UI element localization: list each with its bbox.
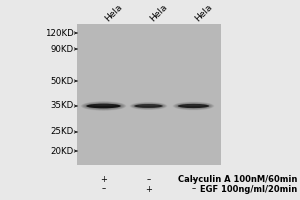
Ellipse shape — [83, 102, 124, 110]
Ellipse shape — [139, 105, 158, 106]
Bar — [76, 24, 220, 165]
Text: 90KD: 90KD — [50, 45, 74, 53]
Ellipse shape — [81, 101, 126, 111]
Ellipse shape — [182, 105, 205, 106]
Ellipse shape — [92, 104, 116, 105]
Ellipse shape — [82, 102, 125, 110]
Ellipse shape — [174, 102, 213, 110]
Text: Calyculin A 100nM/60min: Calyculin A 100nM/60min — [178, 176, 297, 184]
Ellipse shape — [85, 104, 122, 108]
Text: +: + — [145, 184, 152, 194]
Text: EGF 100ng/ml/20min: EGF 100ng/ml/20min — [200, 184, 297, 194]
Text: 25KD: 25KD — [50, 128, 74, 136]
Ellipse shape — [173, 102, 214, 110]
Text: Hela: Hela — [103, 2, 124, 23]
Text: +: + — [100, 176, 107, 184]
Ellipse shape — [175, 103, 212, 109]
Text: 35KD: 35KD — [50, 102, 74, 110]
Ellipse shape — [131, 103, 166, 109]
Text: Hela: Hela — [194, 2, 214, 23]
Ellipse shape — [133, 104, 164, 108]
Ellipse shape — [81, 102, 126, 110]
Ellipse shape — [86, 104, 121, 108]
Text: Hela: Hela — [148, 2, 170, 23]
Ellipse shape — [173, 102, 214, 110]
Ellipse shape — [130, 102, 167, 110]
Text: –: – — [101, 184, 106, 194]
Ellipse shape — [85, 103, 122, 109]
Text: –: – — [191, 184, 196, 194]
Ellipse shape — [133, 103, 164, 109]
Ellipse shape — [134, 104, 163, 108]
Text: 120KD: 120KD — [45, 28, 74, 38]
Ellipse shape — [131, 103, 166, 109]
Ellipse shape — [177, 104, 210, 108]
Ellipse shape — [176, 103, 211, 109]
Ellipse shape — [134, 104, 163, 108]
Ellipse shape — [178, 104, 209, 108]
Ellipse shape — [130, 102, 167, 110]
Ellipse shape — [175, 103, 212, 109]
Ellipse shape — [132, 103, 165, 109]
Text: –: – — [191, 176, 196, 184]
Ellipse shape — [176, 103, 211, 109]
Ellipse shape — [84, 103, 123, 109]
Ellipse shape — [83, 103, 124, 109]
Text: 20KD: 20KD — [50, 146, 74, 156]
Text: 50KD: 50KD — [50, 76, 74, 86]
Text: –: – — [146, 176, 151, 184]
